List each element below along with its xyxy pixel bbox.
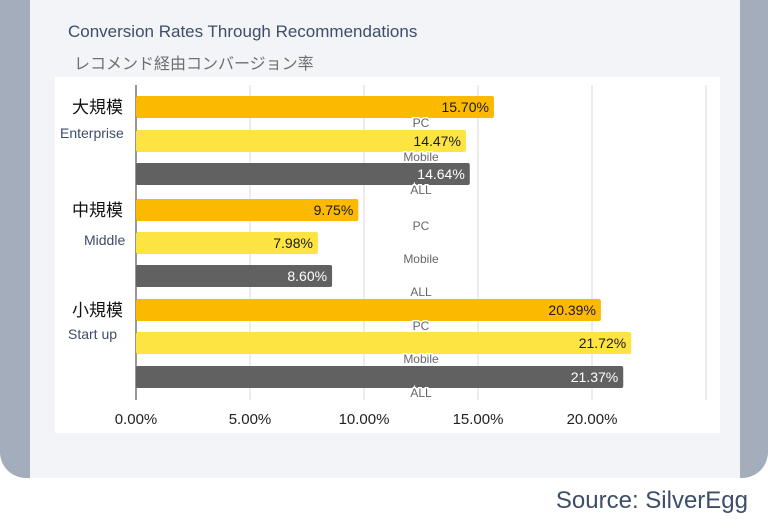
group-sublabel: Middle: [84, 232, 125, 248]
data-label: 14.64%: [417, 166, 464, 182]
bar: [136, 163, 470, 185]
bar: [136, 299, 601, 321]
x-tick-label: 20.00%: [567, 411, 618, 428]
chart-subtitle: レコメンド経由コンバージョン率: [74, 54, 314, 73]
source-credit: Source: SilverEgg: [555, 487, 748, 514]
bar: [136, 96, 494, 118]
series-label: ALL: [410, 285, 432, 299]
bar: [136, 232, 318, 254]
group-sublabel: Start up: [68, 326, 117, 342]
data-label: 8.60%: [287, 268, 327, 284]
group-sublabel: Enterprise: [60, 125, 124, 141]
group-label: 大規模: [72, 98, 123, 118]
x-tick-label: 10.00%: [339, 411, 390, 428]
series-label: Mobile: [403, 352, 439, 366]
series-label: PC: [413, 219, 430, 233]
x-tick-label: 0.00%: [115, 411, 158, 428]
data-label: 21.37%: [571, 369, 618, 385]
data-label: 21.72%: [579, 335, 626, 351]
series-label: Mobile: [403, 252, 439, 266]
data-label: 15.70%: [441, 99, 488, 115]
data-label: 20.39%: [548, 302, 595, 318]
bar: [136, 366, 624, 388]
data-label: 7.98%: [273, 235, 313, 251]
bar: [136, 130, 466, 152]
group-label: 中規模: [72, 201, 123, 221]
series-label: PC: [413, 319, 430, 333]
group-label: 小規模: [72, 301, 123, 321]
data-label: 14.47%: [413, 133, 460, 149]
data-label: 9.75%: [314, 202, 354, 218]
series-label: Mobile: [403, 150, 439, 164]
bar: [136, 265, 333, 287]
x-tick-label: 15.00%: [453, 411, 504, 428]
series-label: ALL: [410, 386, 432, 400]
series-label: ALL: [410, 183, 432, 197]
bar: [136, 199, 359, 221]
bar: [136, 332, 632, 354]
chart-title: Conversion Rates Through Recommendations: [68, 22, 418, 41]
x-tick-label: 5.00%: [229, 411, 272, 428]
series-label: PC: [413, 116, 430, 130]
